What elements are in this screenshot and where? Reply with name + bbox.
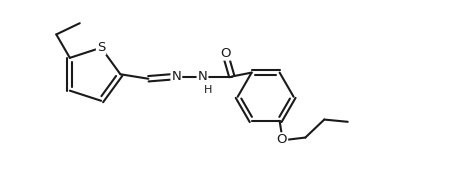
Text: H: H [204, 85, 212, 95]
Text: N: N [171, 70, 181, 83]
Text: N: N [198, 70, 207, 83]
Text: O: O [276, 133, 287, 146]
Text: O: O [220, 47, 230, 60]
Text: S: S [97, 41, 105, 54]
